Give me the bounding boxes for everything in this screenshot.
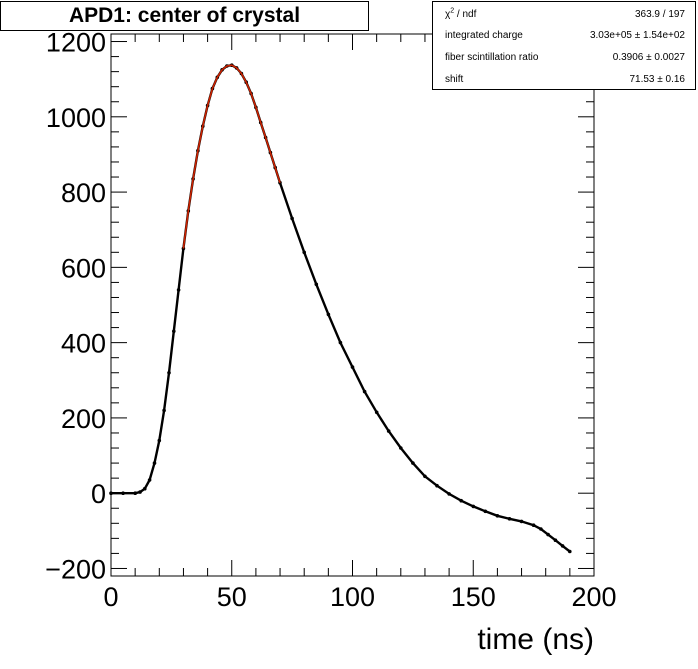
- axis-ticks: [110, 34, 595, 576]
- data-point: [495, 514, 500, 518]
- x-tick-label: 150: [451, 582, 496, 612]
- data-point: [109, 491, 113, 496]
- data-point: [314, 282, 319, 287]
- fit-line: [182, 64, 281, 249]
- data-point: [539, 527, 543, 531]
- stats-label: integrated charge: [445, 30, 523, 41]
- data-point: [471, 504, 476, 509]
- data-point: [374, 410, 379, 415]
- data-point: [147, 478, 152, 482]
- y-tick-label: 800: [61, 178, 106, 208]
- stats-label: χ2 / ndf: [445, 7, 477, 20]
- y-tick-label: −200: [45, 554, 106, 584]
- x-tick-label: 50: [217, 582, 247, 612]
- stats-label: shift: [445, 74, 464, 85]
- data-point: [176, 288, 181, 292]
- stats-row-fiber-ratio: fiber scintillation ratio 0.3906 ± 0.002…: [433, 47, 695, 68]
- data-point: [447, 492, 451, 496]
- plot-frame: [110, 33, 595, 577]
- data-point: [411, 461, 415, 465]
- data-point: [138, 490, 142, 494]
- stats-row-chi2: χ2 / ndf 363.9 / 197: [433, 4, 695, 25]
- data-point: [172, 329, 176, 334]
- data-point: [162, 408, 166, 413]
- series-layer: [109, 63, 572, 554]
- data-point: [399, 446, 403, 450]
- y-tick-label: 0: [91, 479, 106, 509]
- data-point: [531, 523, 536, 527]
- data-point: [560, 544, 565, 548]
- data-point: [133, 491, 137, 496]
- x-tick-label: 100: [330, 582, 375, 612]
- chart-title: APD1: center of crystal: [0, 1, 369, 31]
- data-point: [483, 509, 488, 514]
- data-line: [111, 63, 571, 553]
- stats-row-shift: shift 71.53 ± 0.16: [433, 69, 695, 90]
- data-point: [350, 365, 355, 369]
- y-tick-label: 1000: [46, 103, 106, 133]
- data-point: [423, 474, 427, 479]
- y-tick-label: 600: [61, 253, 106, 283]
- y-tick-label: 400: [61, 329, 106, 359]
- data-point: [519, 519, 524, 524]
- data-point: [338, 340, 343, 345]
- data-point: [121, 491, 125, 496]
- data-point: [546, 532, 550, 537]
- data-point: [157, 438, 162, 443]
- data-point: [459, 498, 464, 503]
- x-tick-label: 200: [571, 582, 616, 612]
- data-point: [326, 312, 331, 317]
- stats-row-integrated-charge: integrated charge 3.03e+05 ± 1.54e+02: [433, 25, 695, 46]
- data-point: [143, 486, 147, 491]
- y-tick-label: 200: [61, 404, 106, 434]
- stats-value: 363.9 / 197: [634, 9, 685, 20]
- data-point: [290, 216, 294, 221]
- y-tick-label: 1200: [46, 28, 106, 58]
- data-point: [507, 517, 512, 521]
- x-tick-label: 0: [103, 582, 118, 612]
- data-point: [553, 538, 558, 542]
- data-point: [362, 389, 367, 394]
- fit-series: [182, 64, 281, 249]
- data-point: [152, 461, 157, 465]
- stats-value: 0.3906 ± 0.0027: [612, 52, 685, 63]
- data-point: [302, 250, 307, 255]
- stats-label: fiber scintillation ratio: [445, 52, 539, 63]
- data-point: [167, 371, 171, 375]
- x-axis-title: time (ns): [477, 623, 594, 656]
- stats-value: 71.53 ± 0.16: [629, 74, 685, 85]
- fit-stats-box: χ2 / ndf 363.9 / 197 integrated charge 3…: [432, 1, 696, 90]
- data-point: [568, 549, 572, 554]
- data-point: [435, 483, 439, 488]
- data-series: [109, 63, 572, 554]
- stats-value: 3.03e+05 ± 1.54e+02: [589, 30, 685, 41]
- data-point: [386, 429, 391, 433]
